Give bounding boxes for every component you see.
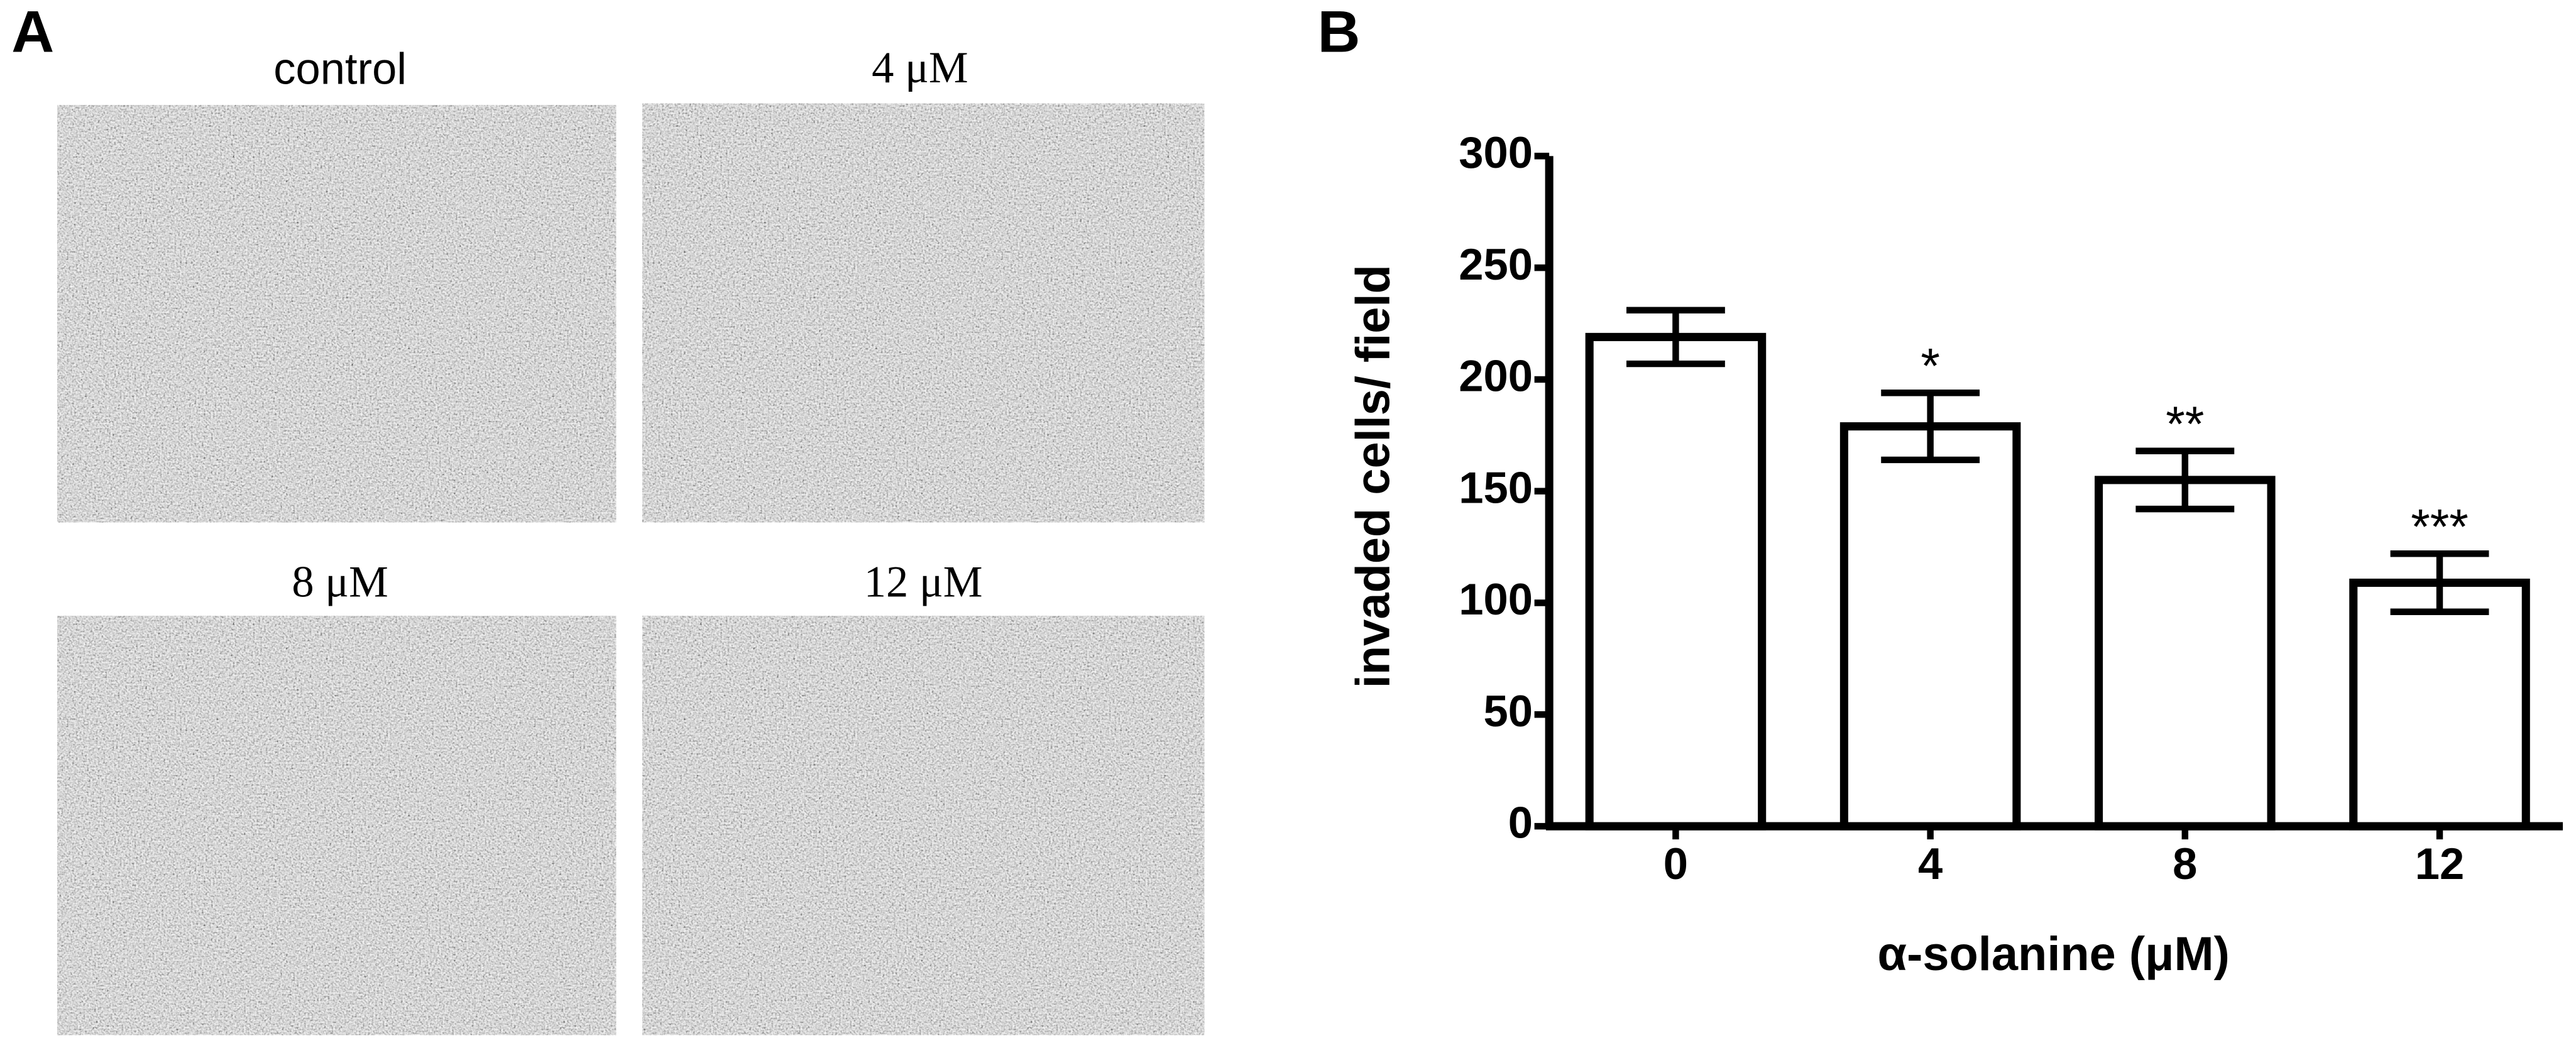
y-tick-label: 50: [1483, 686, 1533, 736]
caption: 4 μM: [872, 43, 968, 92]
error-bar: [2390, 550, 2489, 615]
x-tick-label: 4: [1918, 839, 1943, 888]
micrograph: [57, 616, 617, 1035]
y-tick-label: 0: [1508, 798, 1533, 848]
significance-mark: **: [2166, 396, 2204, 452]
micrograph: [642, 616, 1205, 1035]
y-axis-label: invaded cells/ field: [1347, 265, 1400, 688]
bar: [2095, 476, 2276, 831]
x-tick-label: 12: [2415, 839, 2465, 888]
x-tick-label: 0: [1663, 839, 1688, 888]
y-tick-label: 200: [1459, 351, 1533, 401]
significance-mark: ***: [2411, 499, 2469, 554]
y-tick-label: 100: [1459, 574, 1533, 624]
y-tick-label: 300: [1459, 128, 1533, 177]
bar: [1839, 422, 2021, 831]
significance-mark: *: [1921, 338, 1940, 393]
micrograph: [57, 105, 617, 523]
micrograph: [642, 103, 1205, 523]
panel-label: B: [1318, 0, 1361, 64]
panel-label: A: [11, 0, 54, 64]
error-bar: [2135, 447, 2235, 513]
caption: 12 μM: [864, 558, 983, 607]
x-tick-label: 8: [2173, 839, 2197, 888]
y-tick-label: 250: [1459, 239, 1533, 289]
bar: [2349, 578, 2530, 831]
x-axis-label: α-solanine (μM): [1878, 927, 2230, 981]
micrographs: [57, 103, 1205, 1035]
bar: [1585, 332, 1767, 831]
y-tick-label: 150: [1459, 462, 1533, 512]
error-bar: [1626, 307, 1725, 368]
caption: control: [273, 44, 407, 94]
error-bar: [1881, 390, 1980, 464]
caption: 8 μM: [292, 558, 388, 607]
